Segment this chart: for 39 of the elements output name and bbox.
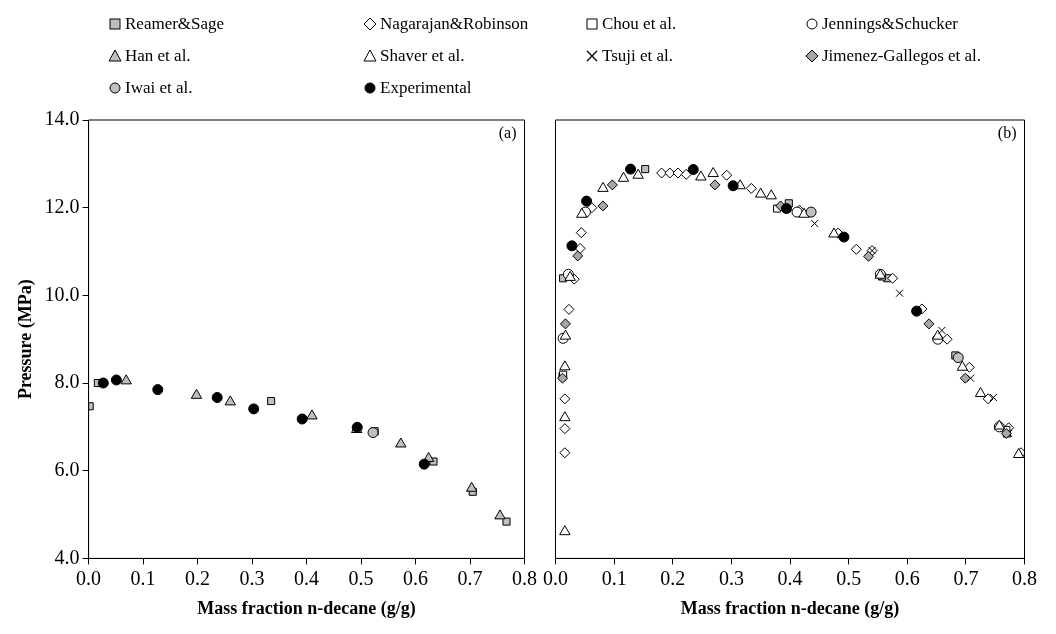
y-tick-label: 8.0 <box>54 370 80 393</box>
x-tick-label: 0.7 <box>953 566 979 589</box>
x-tick-label: 0.3 <box>718 566 744 589</box>
x-tick-label: 0.4 <box>777 566 803 589</box>
legend-label: Tsuji et al. <box>602 46 674 66</box>
x-tick-label: 0.0 <box>543 566 568 589</box>
y-tick-label: 4.0 <box>54 545 80 568</box>
legend-label: Jimenez-Gallegos et al. <box>822 46 982 66</box>
x-tick-label: 0.1 <box>130 566 156 589</box>
y-axis-title: Pressure (MPa) <box>15 279 37 400</box>
x-tick-label: 0.8 <box>1012 566 1037 589</box>
y-tick-label: 14.0 <box>44 107 80 130</box>
x-axis-title: Mass fraction n-decane (g/g) <box>680 597 900 619</box>
x-tick-label: 0.0 <box>76 566 102 589</box>
x-tick-label: 0.5 <box>348 566 374 589</box>
y-tick-label: 10.0 <box>44 282 80 305</box>
legend-label: Chou et al. <box>602 14 677 34</box>
x-tick-label: 0.1 <box>601 566 627 589</box>
x-tick-label: 0.3 <box>239 566 265 589</box>
x-tick-label: 0.2 <box>185 566 211 589</box>
x-tick-label: 0.4 <box>294 566 320 589</box>
legend-label: Jennings&Schucker <box>822 14 958 34</box>
x-tick-label: 0.6 <box>894 566 920 589</box>
legend-label: Iwai et al. <box>125 78 193 98</box>
x-tick-label: 0.8 <box>512 566 537 589</box>
annotation: (b) <box>997 124 1017 143</box>
legend-label: Han et al. <box>125 46 191 66</box>
x-tick-label: 0.7 <box>457 566 483 589</box>
legend-label: Shaver et al. <box>380 46 465 66</box>
legend-label: Experimental <box>380 78 472 98</box>
x-tick-label: 0.5 <box>836 566 862 589</box>
x-tick-label: 0.2 <box>660 566 686 589</box>
x-axis-title: Mass fraction n-decane (g/g) <box>197 597 416 619</box>
legend-label: Reamer&Sage <box>125 14 225 34</box>
annotation: (a) <box>498 124 517 143</box>
y-tick-label: 12.0 <box>44 194 80 217</box>
legend-label: Nagarajan&Robinson <box>380 14 529 34</box>
x-tick-label: 0.6 <box>403 566 429 589</box>
y-tick-label: 6.0 <box>54 457 80 480</box>
